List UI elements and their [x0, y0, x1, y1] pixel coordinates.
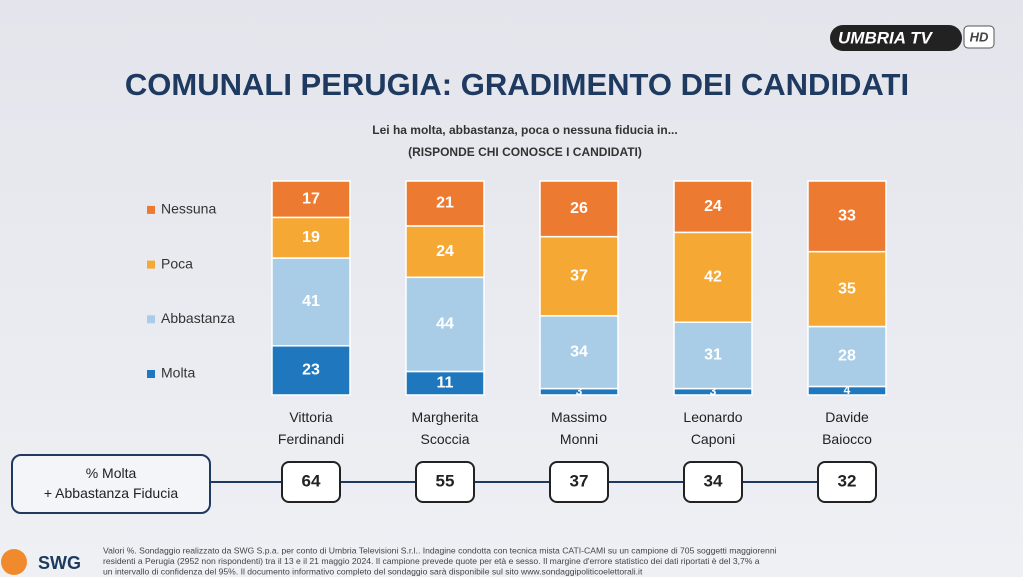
totals-box	[11, 454, 211, 514]
data-label: 23	[302, 362, 320, 379]
totals-label: % Molta + Abbastanza Fiducia	[44, 465, 178, 501]
bar-segment	[405, 180, 485, 227]
data-label: 21	[436, 195, 454, 212]
legend-label: Molta	[161, 365, 195, 381]
legend-swatch	[147, 205, 155, 214]
category-label-line: Ferdinandi	[278, 431, 344, 447]
total-box	[281, 461, 341, 503]
data-label: 19	[302, 229, 320, 246]
data-label: 34	[570, 343, 588, 360]
bar-segment	[539, 315, 619, 390]
total-value: 64	[302, 471, 321, 490]
legend-swatch	[147, 315, 155, 324]
data-label: 44	[436, 316, 454, 333]
chart-title: COMUNALI PERUGIA: GRADIMENTO DEI CANDIDA…	[125, 67, 909, 102]
bar-segment	[673, 180, 753, 234]
legend-label: Nessuna	[161, 201, 216, 217]
data-label: 24	[436, 243, 454, 260]
totals-label-line: % Molta	[86, 465, 137, 481]
hd-badge	[963, 25, 995, 49]
bar-segment	[405, 225, 485, 279]
hd-label: HD	[970, 29, 989, 44]
total-box	[415, 461, 475, 503]
category-label-line: Scoccia	[420, 431, 469, 447]
total-box	[683, 461, 743, 503]
brand-name: SWG	[38, 553, 81, 573]
category-label: Margherita Scoccia	[412, 409, 479, 447]
bar-segment	[807, 180, 887, 253]
footnote: Valori %. Sondaggio realizzato da SWG S.…	[103, 545, 777, 555]
data-label: 17	[302, 190, 320, 207]
category-label-line: Massimo	[551, 409, 607, 425]
bar-segment	[405, 276, 485, 373]
data-label: 35	[838, 280, 856, 297]
category-label: Massimo Monni	[551, 409, 607, 447]
total-value: 37	[570, 471, 589, 490]
category-label-line: Leonardo	[683, 409, 742, 425]
bar-segment	[673, 321, 753, 390]
category-label-line: Caponi	[691, 431, 735, 447]
category-label: Leonardo Caponi	[683, 409, 742, 447]
footnote: un intervallo di confidenza del 95%. Il …	[103, 566, 643, 576]
data-label: 11	[437, 374, 454, 391]
data-label: 31	[704, 347, 722, 364]
channel-logo	[830, 25, 962, 51]
total-box	[817, 461, 877, 503]
category-label: Davide Baiocco	[822, 409, 872, 447]
totals-label-line: + Abbastanza Fiducia	[44, 485, 178, 501]
bar-segment	[271, 345, 351, 396]
category-label-line: Baiocco	[822, 431, 872, 447]
data-label: 3	[576, 384, 583, 398]
data-label: 26	[570, 200, 588, 217]
data-label: 3	[710, 384, 717, 398]
channel-name: UMBRIA TV	[838, 28, 933, 47]
total-value: 32	[838, 471, 857, 490]
legend-swatch	[147, 260, 155, 269]
footnote: residenti a Perugia (2952 non rispondent…	[103, 556, 760, 566]
category-label-line: Davide	[825, 409, 869, 425]
bar-segment	[271, 257, 351, 347]
category-label-line: Monni	[560, 431, 598, 447]
data-label: 24	[704, 198, 722, 215]
bar-segment	[673, 231, 753, 323]
data-label: 37	[570, 267, 588, 284]
total-value: 34	[704, 471, 723, 490]
subtitle: (RISPONDE CHI CONOSCE I CANDIDATI)	[408, 145, 642, 159]
legend-label: Abbastanza	[161, 310, 235, 326]
legend-swatch	[147, 370, 155, 378]
data-label: 33	[838, 208, 856, 225]
data-label: 42	[704, 269, 722, 286]
bar-segment	[807, 250, 887, 328]
data-label: 4	[844, 383, 851, 397]
data-label: 41	[302, 293, 320, 310]
brand-logo	[1, 549, 27, 575]
bar-segment	[271, 180, 351, 219]
bar-segment	[539, 180, 619, 238]
data-label: 28	[838, 348, 856, 365]
total-value: 55	[436, 471, 455, 490]
total-box	[549, 461, 609, 503]
bar-segment	[271, 216, 351, 259]
category-label-line: Vittoria	[289, 409, 333, 425]
legend-label: Poca	[161, 255, 193, 271]
category-label-line: Margherita	[412, 409, 479, 425]
category-label: Vittoria Ferdinandi	[278, 409, 344, 447]
subtitle: Lei ha molta, abbastanza, poca o nessuna…	[372, 123, 677, 137]
